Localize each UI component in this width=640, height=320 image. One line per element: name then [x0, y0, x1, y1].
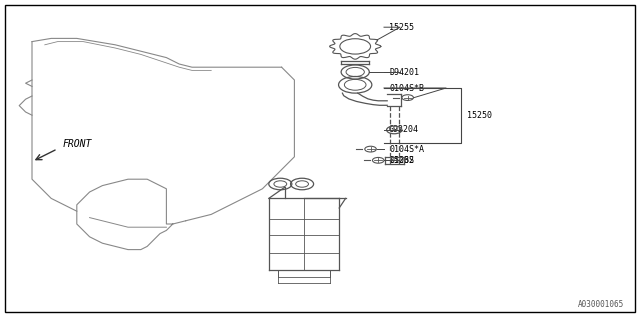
Text: 0104S*B: 0104S*B: [389, 84, 424, 92]
Text: 15255: 15255: [389, 23, 414, 32]
Text: 0103S: 0103S: [389, 156, 414, 165]
Text: A030001065: A030001065: [578, 300, 624, 309]
Text: 15250: 15250: [467, 111, 492, 120]
Text: 0104S*A: 0104S*A: [389, 145, 424, 154]
Text: FRONT: FRONT: [62, 139, 92, 149]
Text: D94201: D94201: [389, 68, 419, 76]
Text: 15262: 15262: [389, 156, 414, 165]
Text: G92204: G92204: [389, 125, 419, 134]
